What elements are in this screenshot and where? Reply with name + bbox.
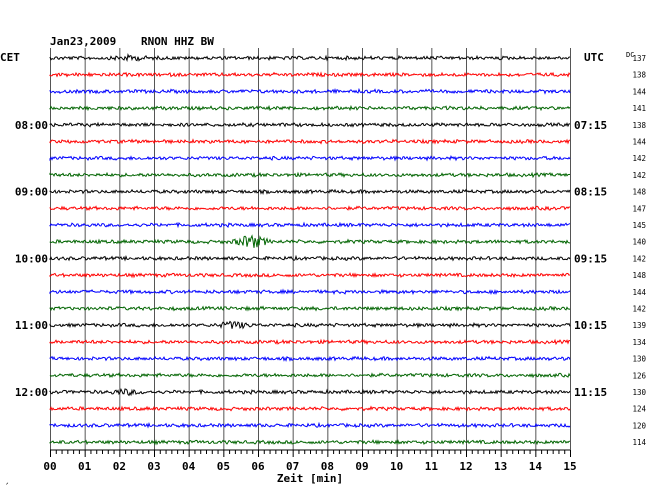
right-timezone-label: UTC bbox=[584, 51, 604, 64]
right-time-label: 10:15 bbox=[574, 319, 607, 332]
corner-mark: ´ bbox=[4, 482, 9, 493]
left-time-label: 08:00 bbox=[15, 119, 48, 132]
right-time-labels: 07:15 08:15 09:15 10:15 11:15 bbox=[574, 119, 607, 399]
dc-value-label: 144 bbox=[632, 138, 646, 147]
seismic-traces bbox=[49, 53, 571, 446]
left-time-label: 11:00 bbox=[15, 319, 48, 332]
x-tick-label: 00 bbox=[43, 460, 56, 473]
x-tick-label: 02 bbox=[113, 460, 126, 473]
right-time-label: 11:15 bbox=[574, 386, 607, 399]
dc-value-label: 120 bbox=[632, 421, 646, 430]
dc-value-label: 142 bbox=[632, 171, 646, 180]
trace-row-9 bbox=[49, 205, 571, 212]
dc-value-label: 142 bbox=[632, 254, 646, 263]
x-tick-label: 14 bbox=[529, 460, 543, 473]
dc-column-header: DC bbox=[626, 51, 634, 59]
x-tick-label: 11 bbox=[425, 460, 439, 473]
trace-row-8 bbox=[49, 188, 571, 196]
trace-row-1 bbox=[49, 71, 571, 78]
x-tick-label: 09 bbox=[355, 460, 368, 473]
trace-row-0 bbox=[49, 53, 571, 63]
x-tick-label: 01 bbox=[78, 460, 92, 473]
dc-value-label: 144 bbox=[632, 87, 646, 96]
dc-value-label: 130 bbox=[632, 355, 646, 364]
trace-row-20 bbox=[49, 387, 571, 397]
trace-row-12 bbox=[49, 254, 571, 262]
trace-row-6 bbox=[49, 155, 571, 162]
right-time-label: 08:15 bbox=[574, 186, 607, 199]
trace-row-14 bbox=[49, 288, 571, 296]
trace-row-16 bbox=[49, 320, 571, 330]
dc-value-label: 144 bbox=[632, 288, 646, 297]
dc-value-label: 142 bbox=[632, 305, 646, 314]
header-date: Jan23,2009 bbox=[50, 35, 116, 48]
dc-value-label: 145 bbox=[632, 221, 646, 230]
x-tick-label: 13 bbox=[494, 460, 507, 473]
trace-row-22 bbox=[49, 421, 571, 429]
left-time-label: 12:00 bbox=[15, 386, 48, 399]
left-time-label: 10:00 bbox=[15, 252, 48, 265]
trace-row-13 bbox=[49, 272, 571, 279]
dc-value-label: 139 bbox=[632, 321, 646, 330]
trace-row-5 bbox=[49, 138, 571, 145]
trace-row-2 bbox=[49, 87, 571, 95]
trace-row-17 bbox=[49, 338, 571, 346]
trace-row-18 bbox=[49, 355, 571, 363]
dc-value-label: 124 bbox=[632, 405, 646, 414]
dc-value-label: 147 bbox=[632, 204, 646, 213]
minute-gridlines bbox=[50, 48, 571, 450]
dc-value-label: 137 bbox=[632, 54, 646, 63]
dc-offset-labels: 137 138 144 141 138 144 142 142 148 147 145 140 142 1… bbox=[632, 54, 646, 447]
dc-value-label: 114 bbox=[632, 438, 646, 447]
x-tick-label: 12 bbox=[459, 460, 472, 473]
x-tick-label: 03 bbox=[147, 460, 160, 473]
x-tick-label: 04 bbox=[182, 460, 196, 473]
trace-row-3 bbox=[49, 104, 571, 112]
trace-row-7 bbox=[49, 171, 571, 179]
dc-value-label: 138 bbox=[632, 71, 646, 80]
trace-row-11 bbox=[49, 234, 571, 248]
right-time-label: 07:15 bbox=[574, 119, 607, 132]
x-tick-labels: 00 01 02 03 04 05 06 07 08 09 10 11 12 13 14 15 bbox=[43, 460, 576, 473]
trace-row-19 bbox=[49, 372, 571, 379]
trace-row-4 bbox=[49, 121, 570, 129]
x-tick-label: 05 bbox=[217, 460, 230, 473]
x-tick-label: 15 bbox=[563, 460, 576, 473]
right-time-label: 09:15 bbox=[574, 252, 607, 265]
dc-value-label: 141 bbox=[632, 104, 646, 113]
dc-value-label: 134 bbox=[632, 338, 646, 347]
left-time-label: 09:00 bbox=[15, 186, 48, 199]
dc-value-label: 140 bbox=[632, 238, 646, 247]
x-tick-label: 07 bbox=[286, 460, 299, 473]
trace-row-23 bbox=[49, 439, 571, 446]
dc-value-label: 126 bbox=[632, 371, 646, 380]
x-axis-label: Zeit [min] bbox=[277, 472, 343, 485]
dc-value-label: 138 bbox=[632, 121, 646, 130]
x-tick-label: 06 bbox=[251, 460, 265, 473]
x-tick-label: 10 bbox=[390, 460, 403, 473]
left-timezone-label: CET bbox=[0, 51, 20, 64]
left-time-labels: 08:00 09:00 10:00 11:00 12:00 bbox=[15, 119, 48, 399]
trace-row-15 bbox=[49, 305, 571, 312]
dc-value-label: 148 bbox=[632, 188, 646, 197]
x-tick-label: 08 bbox=[321, 460, 334, 473]
trace-row-10 bbox=[49, 221, 571, 229]
x-axis-ticks bbox=[50, 449, 571, 457]
header-station: RNON HHZ BW bbox=[141, 35, 214, 48]
trace-row-21 bbox=[49, 405, 571, 412]
dc-value-label: 142 bbox=[632, 154, 646, 163]
dc-value-label: 148 bbox=[632, 271, 646, 280]
dc-value-label: 130 bbox=[632, 388, 646, 397]
